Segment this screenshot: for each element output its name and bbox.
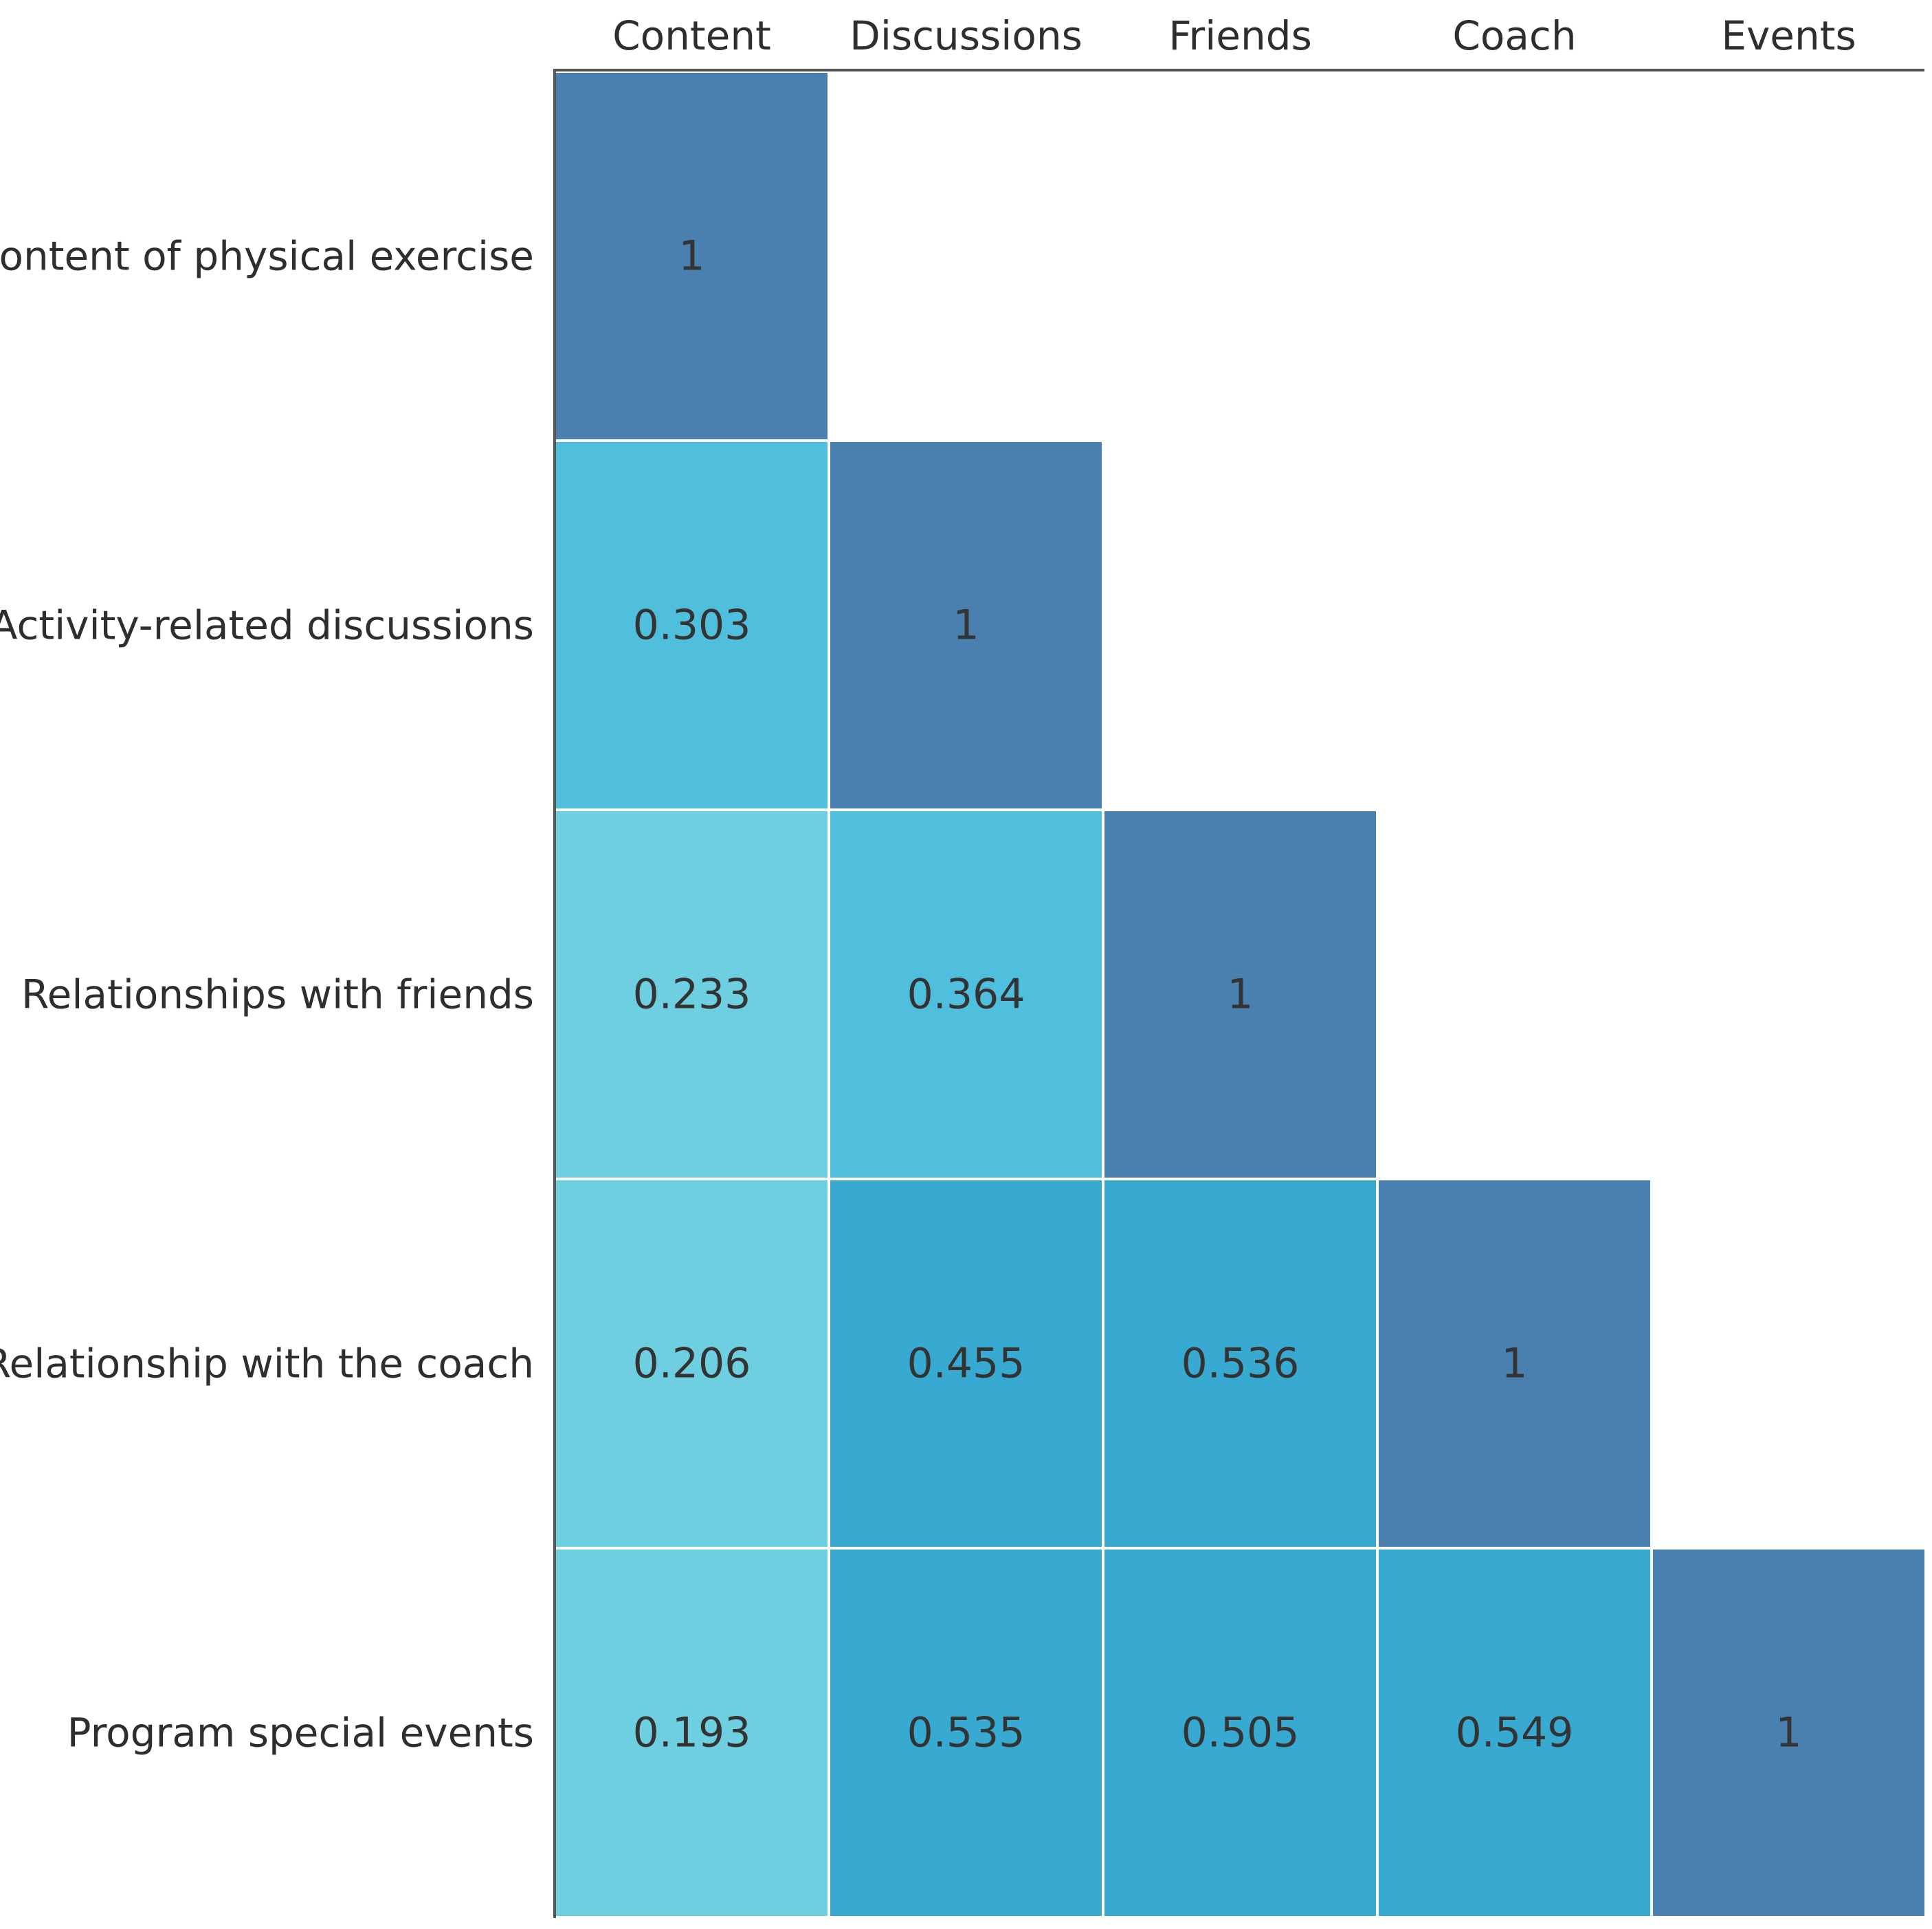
heatmap-cell-r2-c2: [1102, 808, 1379, 1180]
cell-value-r2-c2: 1: [1227, 971, 1253, 1019]
row-labels: Content of physical exercise Activity-rel…: [0, 233, 534, 1756]
row-label-activity-related-discussions: Activity-related discussions: [0, 602, 534, 649]
cell-value-r3-c3: 1: [1501, 1340, 1527, 1388]
row-label-program-special-events: Program special events: [67, 1710, 534, 1756]
col-label-friends: Friends: [1168, 12, 1312, 59]
cell-value-r3-c1: 0.455: [907, 1340, 1025, 1388]
cell-value-r2-c0: 0.233: [633, 971, 751, 1019]
heatmap-cells: 1 0.303 1 0.233 0.364 1 0.206 0.455 0.536 1 0.193 0…: [553, 70, 1927, 1919]
heatmap-cell-r3-c1: [828, 1178, 1104, 1550]
heatmap-cell-r3-c3: [1376, 1178, 1653, 1550]
heatmap-cell-r1-c1: [828, 439, 1104, 811]
heatmap-cell-r4-c1: [828, 1547, 1104, 1919]
col-label-coach: Coach: [1452, 12, 1576, 59]
col-label-content: Content: [612, 12, 771, 59]
heatmap-cell-r0-c0: [553, 70, 830, 442]
heatmap-cell-r1-c0: [553, 439, 830, 811]
cell-value-r4-c0: 0.193: [633, 1709, 751, 1757]
cell-value-r4-c1: 0.535: [907, 1709, 1025, 1757]
col-label-discussions: Discussions: [850, 12, 1082, 59]
cell-value-r4-c4: 1: [1775, 1709, 1801, 1757]
row-label-content-of-physical-exercise: Content of physical exercise: [0, 233, 534, 280]
cell-value-r4-c3: 0.549: [1456, 1709, 1574, 1757]
heatmap-cell-r2-c0: [553, 808, 830, 1180]
cell-value-r3-c2: 0.536: [1181, 1340, 1300, 1388]
heatmap-cell-r4-c4: [1650, 1547, 1927, 1919]
cell-value-r2-c1: 0.364: [907, 971, 1025, 1019]
col-label-events: Events: [1721, 12, 1856, 59]
row-label-relationships-with-friends: Relationships with friends: [21, 971, 534, 1018]
heatmap-cell-r4-c3: [1376, 1547, 1653, 1919]
heatmap-cell-r2-c1: [828, 808, 1104, 1180]
cell-value-r3-c0: 0.206: [633, 1340, 751, 1388]
cell-value-r1-c0: 0.303: [633, 602, 751, 650]
cell-value-r1-c1: 1: [953, 602, 979, 650]
heatmap-cell-r4-c2: [1102, 1547, 1379, 1919]
row-label-relationship-with-the-coach: Relationship with the coach: [0, 1341, 534, 1387]
cell-value-r0-c0: 1: [678, 232, 704, 280]
column-labels: Content Discussions Friends Coach Events: [612, 12, 1856, 59]
cell-value-r4-c2: 0.505: [1181, 1709, 1300, 1757]
